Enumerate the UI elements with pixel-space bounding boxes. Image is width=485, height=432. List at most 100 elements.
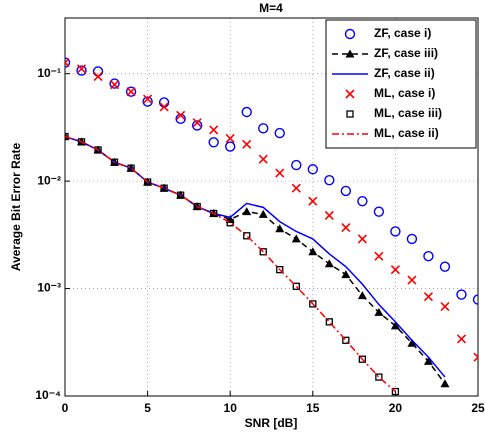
data-point bbox=[374, 251, 384, 261]
data-point bbox=[276, 266, 284, 274]
data-point bbox=[275, 168, 285, 178]
data-point bbox=[142, 96, 153, 107]
x-tick-label: 20 bbox=[389, 401, 403, 415]
data-point bbox=[176, 110, 186, 120]
x-tick-label: 10 bbox=[224, 401, 238, 415]
legend-box bbox=[325, 19, 477, 149]
data-point bbox=[341, 222, 351, 233]
legend-label: ZF, case ii) bbox=[374, 66, 435, 80]
data-point bbox=[258, 154, 268, 164]
legend-label: ML, case iii) bbox=[374, 106, 442, 120]
data-point bbox=[258, 209, 268, 218]
data-point bbox=[440, 379, 450, 388]
data-point bbox=[406, 233, 418, 245]
chart-title: M=4 bbox=[259, 1, 283, 15]
data-point bbox=[291, 183, 301, 193]
data-point bbox=[193, 202, 201, 211]
x-tick-label: 25 bbox=[471, 401, 485, 415]
x-tick-label: 5 bbox=[144, 401, 151, 415]
data-point bbox=[94, 146, 102, 154]
plot-layer bbox=[65, 57, 478, 396]
data-point bbox=[292, 282, 300, 290]
data-point bbox=[324, 175, 335, 186]
data-point bbox=[125, 86, 137, 97]
data-point bbox=[456, 289, 467, 300]
data-point bbox=[439, 261, 451, 272]
legend-marker bbox=[345, 89, 355, 99]
data-point bbox=[291, 159, 302, 171]
data-point bbox=[324, 210, 334, 220]
data-point bbox=[65, 132, 69, 141]
data-point bbox=[76, 65, 87, 76]
y-tick-label: 10⁻³ bbox=[37, 281, 61, 295]
data-point bbox=[308, 247, 318, 256]
data-point bbox=[110, 158, 119, 166]
data-point bbox=[192, 118, 202, 128]
y-tick-label: 10⁻¹ bbox=[37, 66, 61, 80]
data-point bbox=[76, 64, 87, 74]
data-point bbox=[423, 356, 433, 365]
data-point bbox=[126, 87, 136, 97]
data-point bbox=[241, 106, 252, 118]
data-point bbox=[224, 141, 236, 152]
data-point bbox=[472, 294, 478, 305]
data-point bbox=[77, 138, 86, 146]
data-point bbox=[390, 265, 400, 275]
data-point bbox=[423, 292, 434, 302]
data-point bbox=[65, 57, 70, 68]
data-point bbox=[407, 338, 417, 347]
legend-label: ML, case i) bbox=[374, 86, 435, 100]
data-point bbox=[127, 164, 135, 172]
data-point bbox=[374, 307, 384, 316]
data-point bbox=[242, 207, 252, 216]
data-point bbox=[423, 251, 434, 262]
data-point bbox=[473, 352, 478, 362]
data-point bbox=[325, 318, 333, 326]
data-point bbox=[407, 275, 417, 285]
data-point bbox=[390, 321, 400, 330]
legend-marker bbox=[344, 28, 356, 40]
legend-marker bbox=[346, 110, 354, 118]
data-point bbox=[160, 184, 168, 192]
data-point bbox=[242, 139, 252, 149]
data-point bbox=[357, 234, 367, 244]
data-point bbox=[226, 219, 234, 227]
data-point bbox=[65, 132, 70, 141]
x-axis-label: SNR [dB] bbox=[245, 416, 298, 430]
data-point bbox=[307, 164, 318, 175]
data-point bbox=[309, 300, 317, 308]
data-point bbox=[275, 224, 285, 233]
y-tick-label: 10⁻⁴ bbox=[35, 388, 61, 402]
data-point bbox=[341, 270, 351, 279]
data-point bbox=[109, 80, 120, 90]
x-tick-label: 0 bbox=[62, 401, 69, 415]
y-axis-label: Average Bit Error Rate bbox=[9, 143, 23, 272]
data-point bbox=[357, 196, 368, 207]
data-point bbox=[159, 102, 169, 112]
data-point bbox=[209, 125, 219, 135]
legend-label: ZF, case i) bbox=[374, 26, 431, 40]
data-point bbox=[243, 232, 251, 240]
y-tick-label: 10⁻² bbox=[37, 173, 61, 187]
data-point bbox=[340, 185, 352, 197]
data-point bbox=[109, 78, 120, 89]
data-point bbox=[176, 191, 185, 199]
data-point bbox=[210, 209, 218, 218]
data-point bbox=[342, 336, 350, 344]
data-point bbox=[259, 248, 267, 256]
data-point bbox=[373, 206, 385, 217]
series-line bbox=[65, 135, 396, 393]
x-tick-label: 15 bbox=[306, 401, 320, 415]
data-point bbox=[390, 226, 401, 237]
legend-marker bbox=[345, 49, 355, 58]
legend-label: ZF, case iii) bbox=[374, 46, 438, 60]
data-point bbox=[143, 94, 153, 104]
legend-label: ML, case ii) bbox=[374, 126, 439, 140]
data-point bbox=[65, 57, 71, 68]
data-point bbox=[143, 178, 152, 186]
data-point bbox=[191, 120, 203, 131]
data-point bbox=[274, 127, 285, 139]
data-point bbox=[308, 196, 318, 206]
data-point bbox=[456, 334, 467, 344]
